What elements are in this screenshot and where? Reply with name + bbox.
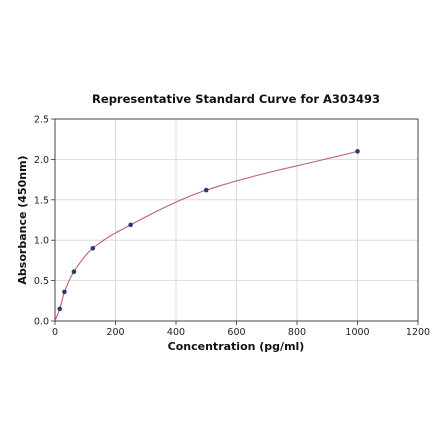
x-tick-label: 400 <box>167 327 185 338</box>
fit-curve <box>55 150 358 320</box>
data-point <box>71 269 77 275</box>
fit-curve-layer <box>55 150 358 320</box>
x-tick-label: 800 <box>288 327 306 338</box>
y-tick-label: 1.5 <box>34 195 49 206</box>
data-point <box>90 245 96 251</box>
y-tick-label: 0.0 <box>34 317 49 328</box>
x-tick-label: 600 <box>227 327 245 338</box>
y-tick-label: 0.5 <box>34 276 49 287</box>
axis-ticks: 0 200 400 600 800 1000 1200 0.0 0.5 1.0 1.5 2.0 2.5 <box>34 115 430 339</box>
data-point <box>355 149 360 154</box>
y-axis-label: Absorbance (450nm) <box>16 155 29 284</box>
data-point <box>57 306 63 312</box>
x-tick-label: 1000 <box>345 327 369 338</box>
x-tick-label: 200 <box>106 327 124 338</box>
y-tick-label: 1.0 <box>34 236 49 247</box>
x-tick-label: 1200 <box>406 327 430 338</box>
chart-title: Representative Standard Curve for A30349… <box>92 92 380 106</box>
data-points <box>57 149 360 312</box>
x-axis-label: Concentration (pg/ml) <box>168 340 305 353</box>
data-point <box>62 289 67 295</box>
data-point <box>128 222 133 228</box>
data-point <box>203 187 209 193</box>
y-tick-label: 2.0 <box>34 155 49 166</box>
grid <box>54 118 419 322</box>
y-tick-label: 2.5 <box>34 115 49 126</box>
x-tick-label: 0 <box>52 327 58 338</box>
